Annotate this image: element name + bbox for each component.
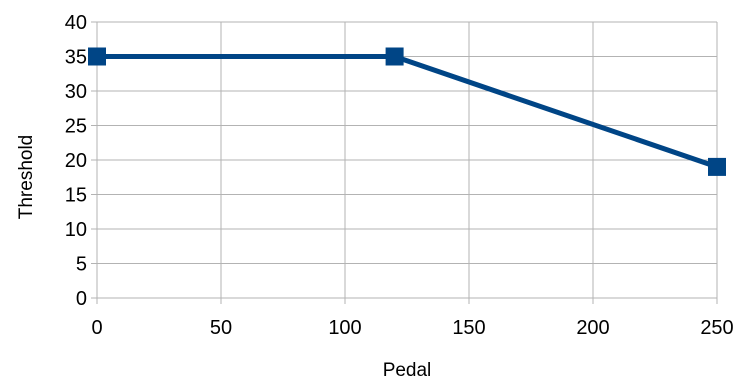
y-tick-label-40: 40 <box>65 12 87 34</box>
y-tick-label-35: 35 <box>65 47 87 69</box>
x-axis-label: Pedal <box>383 360 432 381</box>
y-tick-label-15: 15 <box>65 185 87 207</box>
y-axis-label: Threshold <box>16 135 37 220</box>
x-tick-label-50: 50 <box>210 317 232 339</box>
x-tick-label-150: 150 <box>452 317 485 339</box>
y-tick-label-10: 10 <box>65 219 87 241</box>
x-tick-label-250: 250 <box>700 317 733 339</box>
y-tick-label-25: 25 <box>65 116 87 138</box>
data-point-marker-2 <box>708 157 726 176</box>
y-tick-label-5: 5 <box>76 254 87 276</box>
y-tick-label-30: 30 <box>65 81 87 103</box>
y-tick-label-0: 0 <box>76 288 87 310</box>
series-group <box>88 47 726 176</box>
axes <box>91 21 718 304</box>
x-tick-label-100: 100 <box>328 317 361 339</box>
series-line <box>97 54 718 170</box>
x-tick-label-0: 0 <box>91 317 102 339</box>
x-tick-labels: 0 50 100 150 200 250 <box>91 317 733 339</box>
y-tick-label-20: 20 <box>65 150 87 172</box>
data-point-marker-1 <box>385 47 404 66</box>
y-tick-labels: 0 5 10 15 20 25 30 35 40 <box>65 12 87 310</box>
data-point-marker-0 <box>88 47 106 66</box>
x-tick-label-200: 200 <box>576 317 609 339</box>
grid <box>96 21 718 299</box>
